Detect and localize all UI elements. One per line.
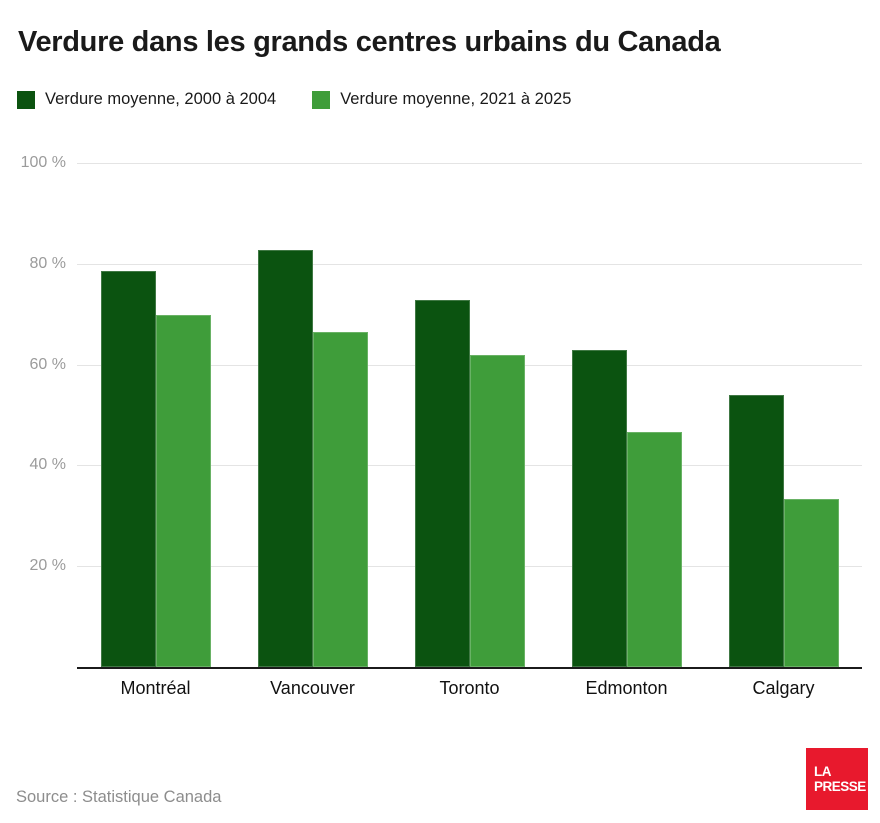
legend-swatch-2021-2025 [312, 90, 331, 109]
bar-montréal-series-1 [100, 270, 156, 667]
x-axis-category-label-montréal: Montréal [120, 678, 191, 698]
legend-label-2000-2004: Verdure moyenne, 2000 à 2004 [45, 90, 277, 108]
chart-title: Verdure dans les grands centres urbains … [18, 26, 721, 58]
logo-text-la: LA [814, 764, 832, 779]
bar-vancouver-series-1 [257, 249, 313, 667]
legend-label-2021-2025: Verdure moyenne, 2021 à 2025 [340, 90, 572, 108]
logo-text-presse: PRESSE [814, 779, 866, 794]
bar-group-calgary [705, 163, 862, 667]
x-axis-category-label-edmonton: Edmonton [585, 678, 668, 698]
x-axis-category-label-calgary: Calgary [752, 678, 815, 698]
bar-toronto-series-2 [469, 354, 525, 667]
y-axis-tick-label-80: 80 % [29, 254, 66, 272]
bar-calgary-series-1 [728, 394, 784, 667]
bar-edmonton-series-2 [626, 432, 682, 667]
bars-container [77, 163, 862, 667]
y-axis-tick-label-40: 40 % [29, 456, 66, 474]
x-axis-category-label-toronto: Toronto [439, 678, 500, 698]
bar-montréal-series-2 [155, 314, 211, 667]
y-axis-tick-label-60: 60 % [29, 355, 66, 373]
bar-group-montréal [77, 163, 234, 667]
legend-swatch-2000-2004 [17, 90, 35, 109]
x-axis-labels: Montréal Vancouver Toronto Edmonton Calgary [77, 669, 862, 699]
bar-group-edmonton [548, 163, 705, 667]
bar-edmonton-series-1 [571, 349, 627, 667]
bar-toronto-series-1 [414, 299, 470, 667]
gridline-100 [77, 163, 862, 164]
source-note: Source : Statistique Canada [16, 788, 222, 806]
bar-vancouver-series-2 [312, 331, 368, 667]
y-axis-tick-label-20: 20 % [29, 557, 66, 575]
y-axis-tick-label-100: 100 % [20, 154, 66, 171]
gridline-80 [77, 263, 862, 265]
bar-calgary-series-2 [783, 498, 839, 667]
legend-item-2021-2025: Verdure moyenne, 2021 à 2025 [312, 90, 571, 109]
x-axis-category-label-vancouver: Vancouver [270, 678, 355, 698]
legend-item-2000-2004: Verdure moyenne, 2000 à 2004 [17, 90, 276, 109]
bar-chart: 100 % 80 % 60 % 40 % 20 % Montréal Vancouver T… [0, 154, 880, 699]
bar-group-toronto [391, 163, 548, 667]
legend: Verdure moyenne, 2000 à 2004 Verdure moy… [17, 90, 880, 109]
plot-area: 100 % 80 % 60 % 40 % 20 % [21, 154, 862, 669]
la-presse-logo: LA PRESSE [806, 748, 868, 810]
bar-group-vancouver [234, 163, 391, 667]
